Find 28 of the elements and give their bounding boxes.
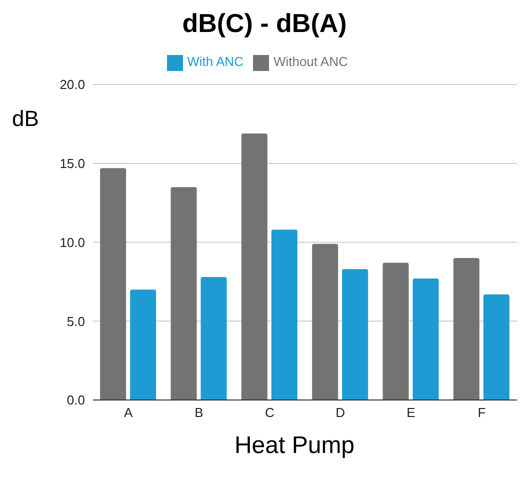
- bar: [130, 290, 156, 400]
- y-tick-label: 0.0: [66, 392, 85, 408]
- bar: [241, 133, 268, 400]
- bar: [483, 294, 510, 400]
- x-tick-label: B: [194, 405, 204, 420]
- chart-title: dB(C) - dB(A): [181, 8, 348, 40]
- bar: [453, 258, 480, 400]
- legend-label: Without ANC: [273, 54, 348, 69]
- x-tick-label: A: [124, 405, 133, 420]
- bar: [412, 278, 439, 400]
- bar: [342, 269, 368, 400]
- y-tick-label: 5.0: [66, 314, 85, 329]
- y-axis-title: dB: [12, 106, 39, 132]
- x-tick-label: E: [406, 405, 416, 420]
- x-tick-label: C: [264, 405, 274, 420]
- x-tick-label: F: [478, 405, 486, 420]
- y-tick-label: 15.0: [60, 156, 85, 172]
- x-tick-label: D: [336, 405, 346, 420]
- x-axis-title: Heat Pump: [233, 432, 356, 460]
- bar: [382, 262, 409, 400]
- bar: [100, 168, 126, 400]
- bar: [271, 230, 298, 400]
- y-tick-label: 20.0: [60, 77, 85, 92]
- legend-label: With ANC: [187, 54, 244, 69]
- bar: [200, 276, 227, 400]
- bar: [312, 244, 338, 400]
- bar: [170, 187, 197, 400]
- y-tick-label: 10.0: [60, 234, 85, 250]
